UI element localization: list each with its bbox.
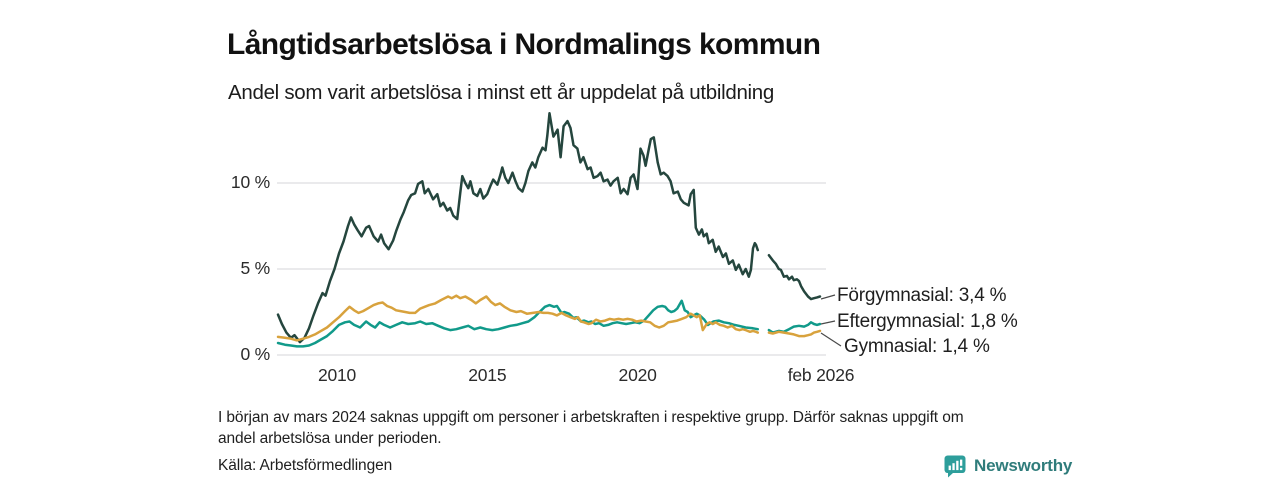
y-axis-tick-label: 5 % xyxy=(240,258,270,278)
label-connector xyxy=(820,320,836,325)
series-end-label-eftergymnasial: Eftergymnasial: 1,8 % xyxy=(837,311,1018,332)
x-axis-tick-label: 2020 xyxy=(618,365,657,385)
page-title: Långtidsarbetslösa i Nordmalings kommun xyxy=(227,28,821,62)
x-axis-tick-label: feb 2026 xyxy=(787,365,855,385)
newsworthy-logo-text: Newsworthy xyxy=(974,456,1073,475)
x-axis-tick-label: 2015 xyxy=(468,365,507,385)
bar-chart-speech-bubble-icon xyxy=(944,455,966,478)
y-axis-tick-label: 0 % xyxy=(240,344,270,364)
source-note: Källa: Arbetsförmedlingen xyxy=(218,457,393,474)
series-end-label-förgymnasial: Förgymnasial: 3,4 % xyxy=(837,285,1007,306)
x-axis-tick-label: 2010 xyxy=(317,365,357,385)
series-line-förgymnasial xyxy=(276,112,822,344)
chart-footnote: I början av mars 2024 saknas uppgift om … xyxy=(218,407,964,449)
page-subtitle: Andel som varit arbetslösa i minst ett å… xyxy=(228,80,775,104)
series-end-label-gymnasial: Gymnasial: 1,4 % xyxy=(844,336,990,357)
footnote-line-2: andel arbetslösa under perioden. xyxy=(218,430,442,447)
series-line-gymnasial xyxy=(276,294,822,342)
label-connector xyxy=(820,294,836,300)
footnote-line-1: I början av mars 2024 saknas uppgift om … xyxy=(218,409,964,426)
y-axis-tick-label: 10 % xyxy=(230,172,270,192)
newsworthy-logo: Newsworthy xyxy=(943,454,1072,478)
series-line-eftergymnasial xyxy=(276,299,822,348)
label-connector xyxy=(820,332,842,347)
